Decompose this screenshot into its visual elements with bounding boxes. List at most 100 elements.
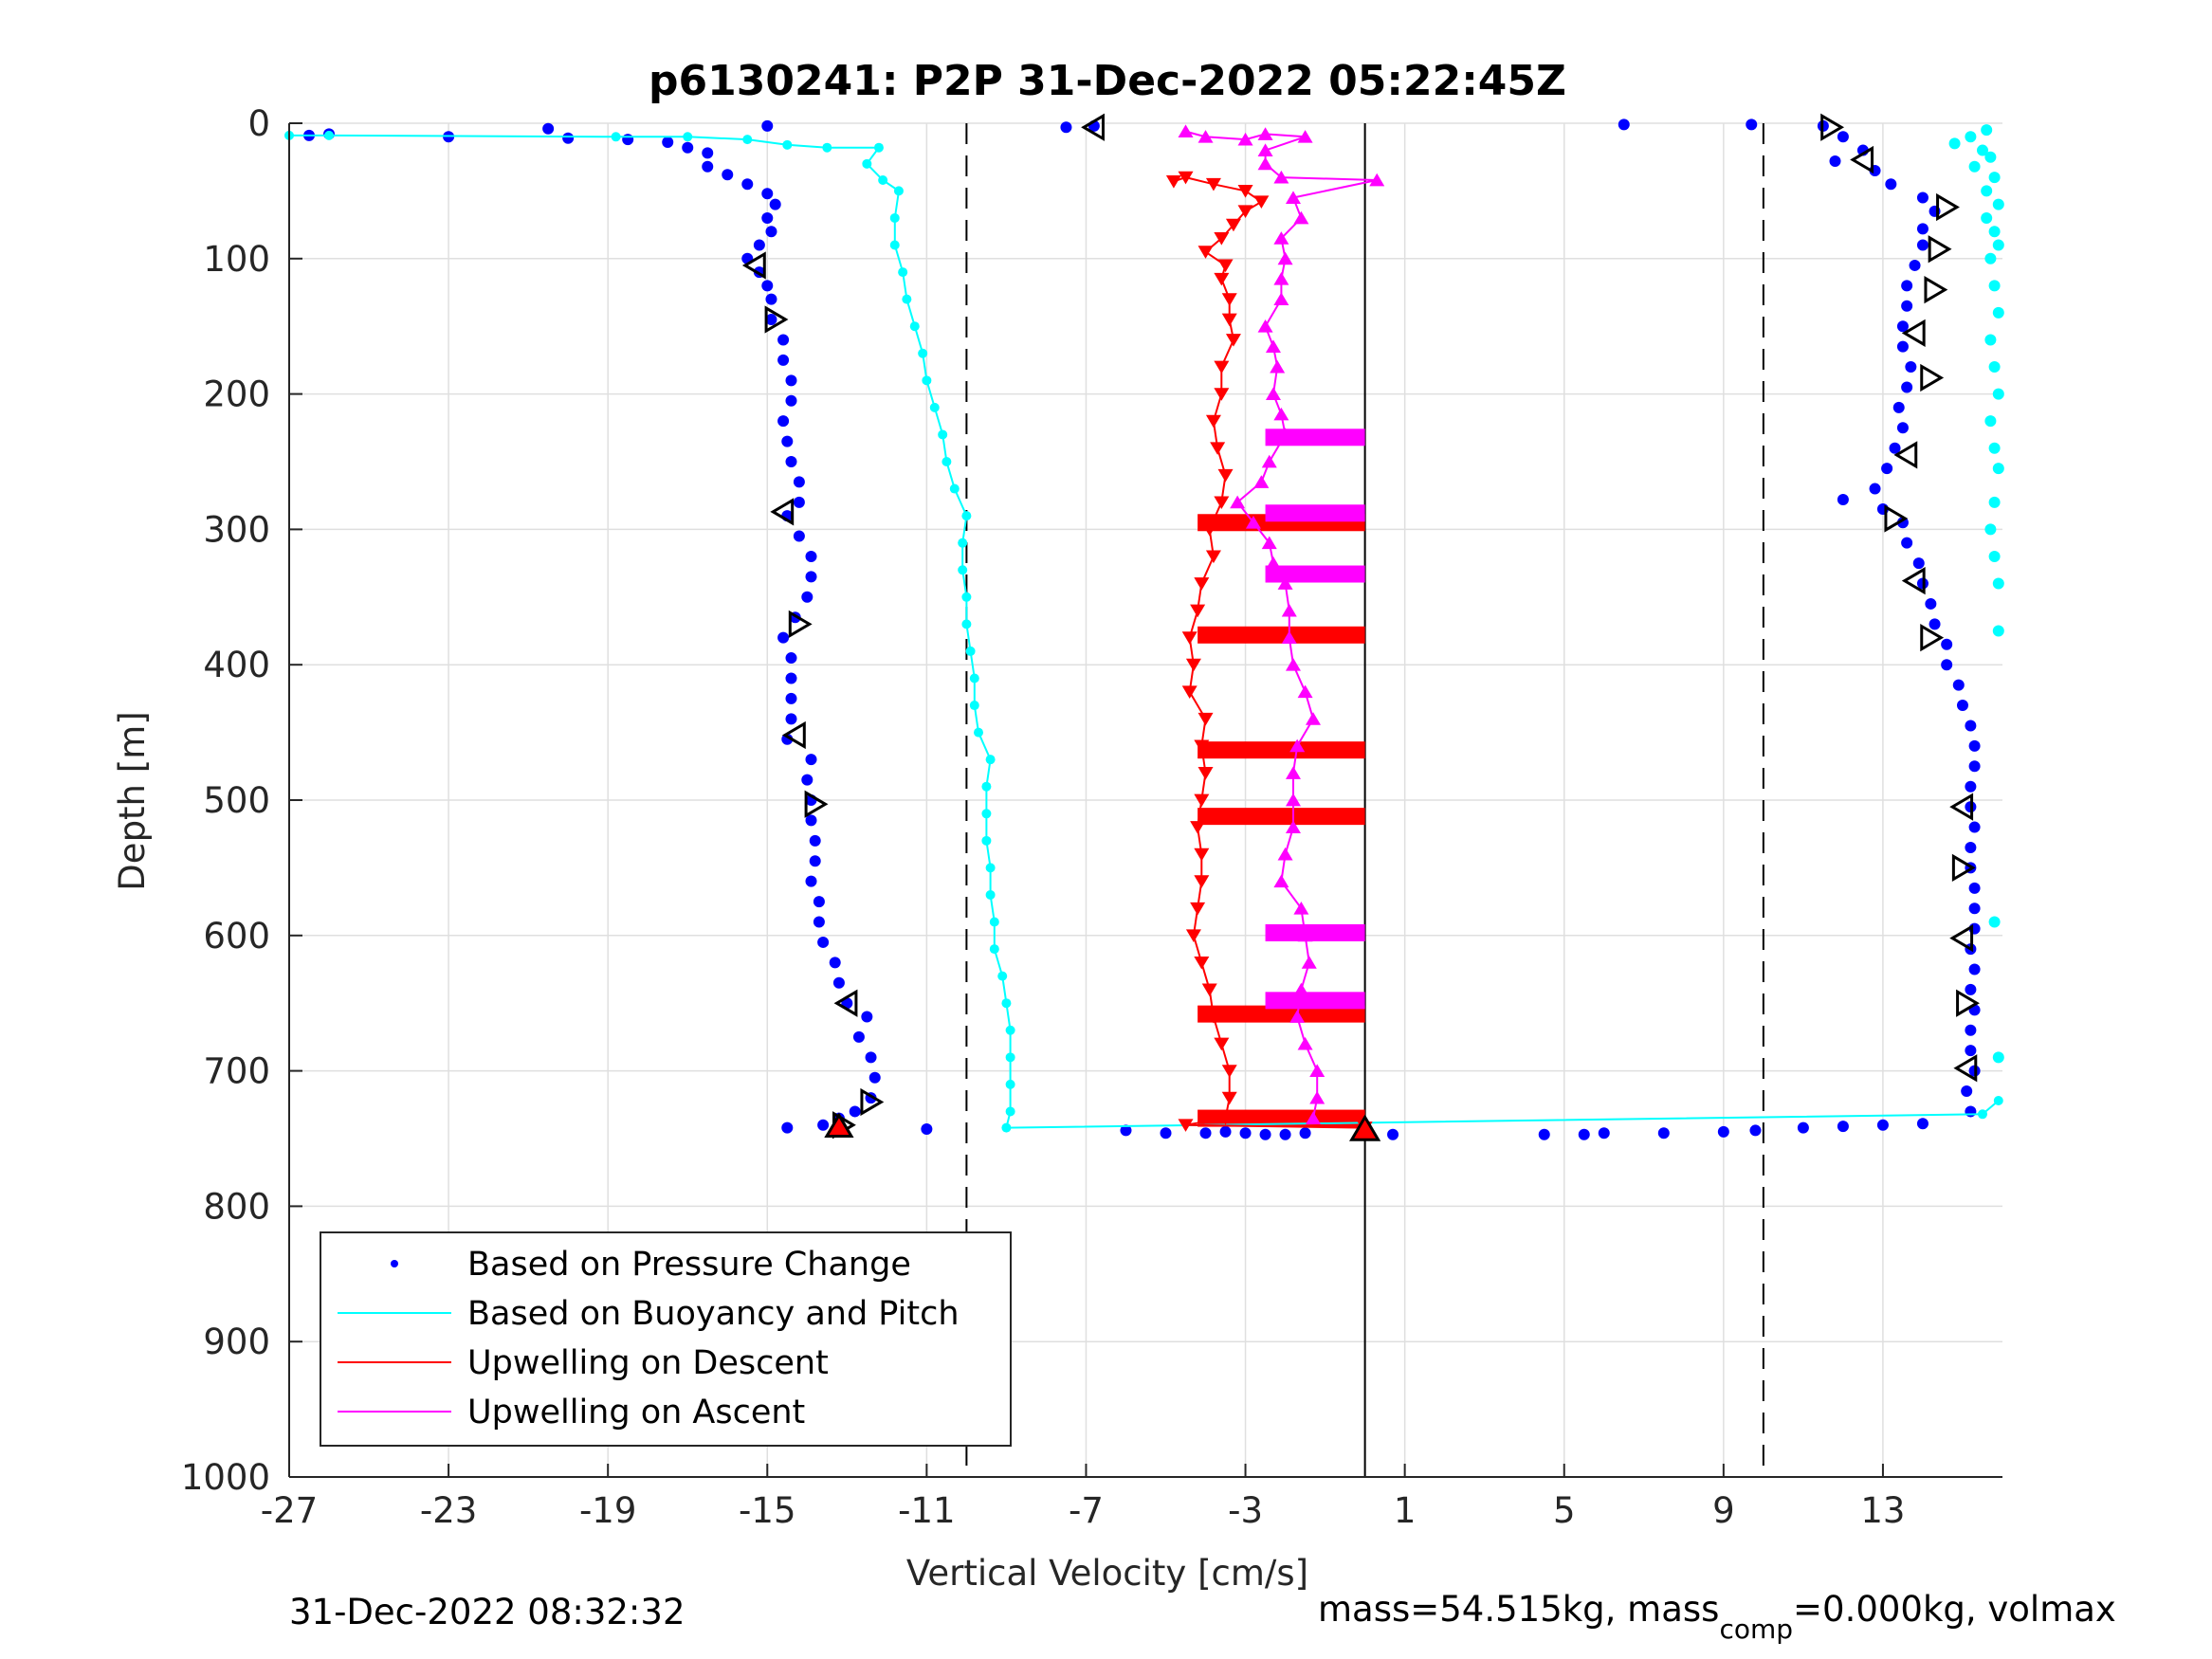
pitch-marker xyxy=(1920,363,1945,392)
x-axis-label: Vertical Velocity [cm/s] xyxy=(906,1553,1308,1594)
data-point-pressure_bottom xyxy=(1199,1127,1212,1139)
data-point-buoyancy_pitch xyxy=(981,809,992,819)
data-point-buoyancy_ascent_side xyxy=(1965,131,1977,143)
data-point-pressure_ascent xyxy=(1952,679,1965,691)
pitch-marker xyxy=(1928,235,1952,264)
y-tick-label: 400 xyxy=(203,645,270,685)
data-point-upwelling_ascent xyxy=(1178,124,1194,137)
footer-mass-text: mass=54.515kg, masscomp=0.000kg, volmax xyxy=(1318,1589,2116,1645)
data-point-upwelling_descent xyxy=(1217,259,1234,273)
data-point-pressure_ascent xyxy=(1896,422,1909,434)
data-point-pressure_bottom xyxy=(1538,1128,1550,1140)
data-point-upwelling_descent xyxy=(1165,175,1181,189)
data-point-upwelling_ascent xyxy=(1261,536,1277,550)
data-point-buoyancy_pitch xyxy=(981,781,992,792)
data-point-pressure_ascent xyxy=(1965,1024,1977,1036)
data-point-pressure_descent xyxy=(781,435,794,447)
data-point-pressure_descent xyxy=(702,147,714,159)
data-point-upwelling_ascent xyxy=(1285,820,1301,833)
data-point-pressure_bottom xyxy=(1259,1128,1271,1140)
data-point-buoyancy_pitch xyxy=(997,971,1008,981)
data-point-buoyancy_pitch xyxy=(909,321,920,332)
data-point-upwelling_ascent xyxy=(1273,272,1289,285)
x-tick-label: -11 xyxy=(898,1490,955,1531)
data-point-upwelling_descent xyxy=(1237,205,1253,219)
upwelling-band xyxy=(1197,626,1365,644)
data-point-upwelling_ascent xyxy=(1273,407,1289,421)
data-point-pressure_descent xyxy=(805,814,817,827)
data-point-pressure_ascent xyxy=(1968,902,1981,915)
data-point-buoyancy_pitch xyxy=(1001,998,1012,1009)
data-point-buoyancy_ascent_side xyxy=(1981,124,1993,137)
data-point-pressure_bottom xyxy=(1797,1121,1809,1134)
data-point-buoyancy_ascent_side xyxy=(1992,1051,2004,1064)
data-point-upwelling_ascent xyxy=(1237,132,1253,146)
legend: Based on Pressure Change Based on Buoyanc… xyxy=(320,1231,1012,1447)
data-point-pressure_ascent xyxy=(1965,1045,1977,1057)
data-point-upwelling_descent xyxy=(1197,712,1214,726)
y-tick-label: 500 xyxy=(203,780,270,821)
data-point-upwelling_descent xyxy=(1194,793,1210,808)
center-bottom-marker xyxy=(1349,1114,1381,1141)
data-point-pressure_descent xyxy=(805,550,817,562)
pitch-marker xyxy=(1901,319,1926,347)
data-point-pressure_descent xyxy=(785,692,797,704)
data-point-pressure_ascent xyxy=(1912,557,1925,570)
pitch-marker xyxy=(1820,113,1845,141)
data-point-pressure_descent xyxy=(753,239,765,251)
data-point-pressure_ascent xyxy=(1968,760,1981,773)
data-point-pressure_ascent xyxy=(1881,463,1893,475)
data-point-pressure_descent xyxy=(832,976,845,989)
data-point-pressure_descent xyxy=(785,456,797,467)
data-point-upwelling_ascent xyxy=(1281,630,1297,645)
chart-title: p6130241: P2P 31-Dec-2022 05:22:45Z xyxy=(649,57,1566,105)
data-point-pressure_ascent xyxy=(1901,280,1913,292)
data-point-upwelling_descent xyxy=(1221,1065,1237,1078)
pitch-marker xyxy=(1936,192,1960,222)
data-point-buoyancy_pitch xyxy=(889,240,900,250)
data-point-pressure_descent xyxy=(662,136,674,148)
upwelling-band xyxy=(1265,992,1365,1010)
data-point-buoyancy_ascent_side xyxy=(1992,463,2004,475)
data-point-pressure_ascent xyxy=(1892,401,1905,413)
data-point-pressure_descent xyxy=(562,132,575,144)
data-point-pressure_ascent xyxy=(1965,780,1977,793)
pitch-marker xyxy=(1884,504,1909,533)
data-point-upwelling_descent xyxy=(1217,468,1234,483)
data-point-pressure_descent xyxy=(765,293,777,305)
data-point-buoyancy_pitch xyxy=(969,673,979,684)
data-point-pressure_ascent xyxy=(1909,259,1921,271)
data-point-buoyancy_pitch xyxy=(782,139,793,150)
data-point-pressure_descent xyxy=(849,1105,861,1118)
data-point-buoyancy_ascent_side xyxy=(1992,388,2004,400)
data-point-upwelling_ascent xyxy=(1281,603,1297,617)
data-point-upwelling_ascent xyxy=(1265,387,1281,400)
data-point-upwelling_descent xyxy=(1205,177,1221,191)
data-point-buoyancy_pitch xyxy=(1005,1079,1015,1089)
data-point-upwelling_ascent xyxy=(1297,928,1313,942)
data-point-pressure_descent xyxy=(813,916,825,928)
data-point-pressure_ascent xyxy=(1837,131,1849,143)
data-point-pressure_ascent xyxy=(1965,1105,1977,1118)
data-point-pressure_descent xyxy=(781,1121,794,1134)
data-point-pressure_bottom xyxy=(1120,1124,1132,1137)
data-point-buoyancy_pitch xyxy=(893,186,904,196)
data-point-pressure_ascent xyxy=(1941,659,1953,671)
data-point-upwelling_ascent xyxy=(1289,1010,1306,1023)
data-point-pressure_ascent xyxy=(1869,483,1881,495)
data-point-pressure_bottom xyxy=(1657,1127,1670,1139)
data-point-upwelling_ascent xyxy=(1265,339,1281,354)
pitch-marker xyxy=(860,1087,885,1117)
y-tick-label: 200 xyxy=(203,374,270,415)
data-point-pressure_ascent xyxy=(1961,1085,1973,1098)
data-point-upwelling_descent xyxy=(1221,313,1237,327)
data-point-buoyancy_pitch xyxy=(1005,1106,1015,1117)
data-point-pressure_ascent xyxy=(1916,239,1929,251)
data-point-upwelling_descent xyxy=(1190,821,1206,834)
data-point-pressure_bottom xyxy=(1876,1119,1889,1131)
data-point-buoyancy_pitch xyxy=(822,142,832,153)
data-point-buoyancy_pitch xyxy=(958,565,968,575)
legend-label: Upwelling on Ascent xyxy=(467,1394,805,1431)
data-point-upwelling_ascent xyxy=(1257,156,1273,171)
data-point-upwelling_ascent xyxy=(1277,428,1293,441)
